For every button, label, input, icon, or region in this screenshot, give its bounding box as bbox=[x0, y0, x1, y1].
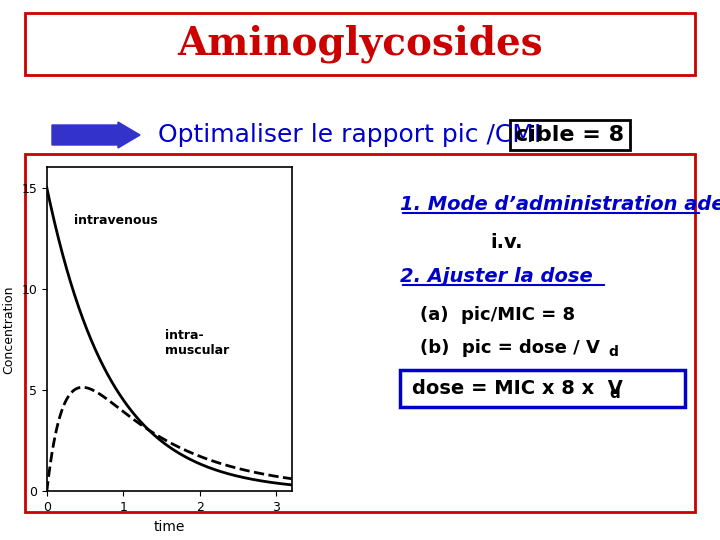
X-axis label: time: time bbox=[153, 519, 185, 534]
FancyBboxPatch shape bbox=[510, 120, 630, 150]
Y-axis label: Concentration: Concentration bbox=[3, 285, 16, 374]
Text: intravenous: intravenous bbox=[73, 214, 158, 227]
Text: dose = MIC x 8 x  V: dose = MIC x 8 x V bbox=[412, 379, 623, 397]
Text: d: d bbox=[608, 345, 618, 359]
Text: Aminoglycosides: Aminoglycosides bbox=[177, 25, 543, 63]
Text: intra-
muscular: intra- muscular bbox=[166, 329, 230, 357]
FancyBboxPatch shape bbox=[400, 370, 685, 407]
FancyBboxPatch shape bbox=[25, 13, 695, 75]
Text: d: d bbox=[609, 386, 620, 401]
Text: (b)  pic = dose / V: (b) pic = dose / V bbox=[420, 339, 600, 357]
FancyBboxPatch shape bbox=[25, 154, 695, 512]
Text: 2. Ajuster la dose: 2. Ajuster la dose bbox=[400, 267, 593, 287]
Text: 1. Mode d’administration adequat: 1. Mode d’administration adequat bbox=[400, 195, 720, 214]
Text: cible = 8: cible = 8 bbox=[516, 125, 624, 145]
Text: (a)  pic/MIC = 8: (a) pic/MIC = 8 bbox=[420, 306, 575, 324]
FancyArrow shape bbox=[52, 122, 140, 148]
Text: Optimaliser le rapport pic /CMI: Optimaliser le rapport pic /CMI bbox=[158, 123, 541, 147]
Text: i.v.: i.v. bbox=[490, 233, 523, 252]
